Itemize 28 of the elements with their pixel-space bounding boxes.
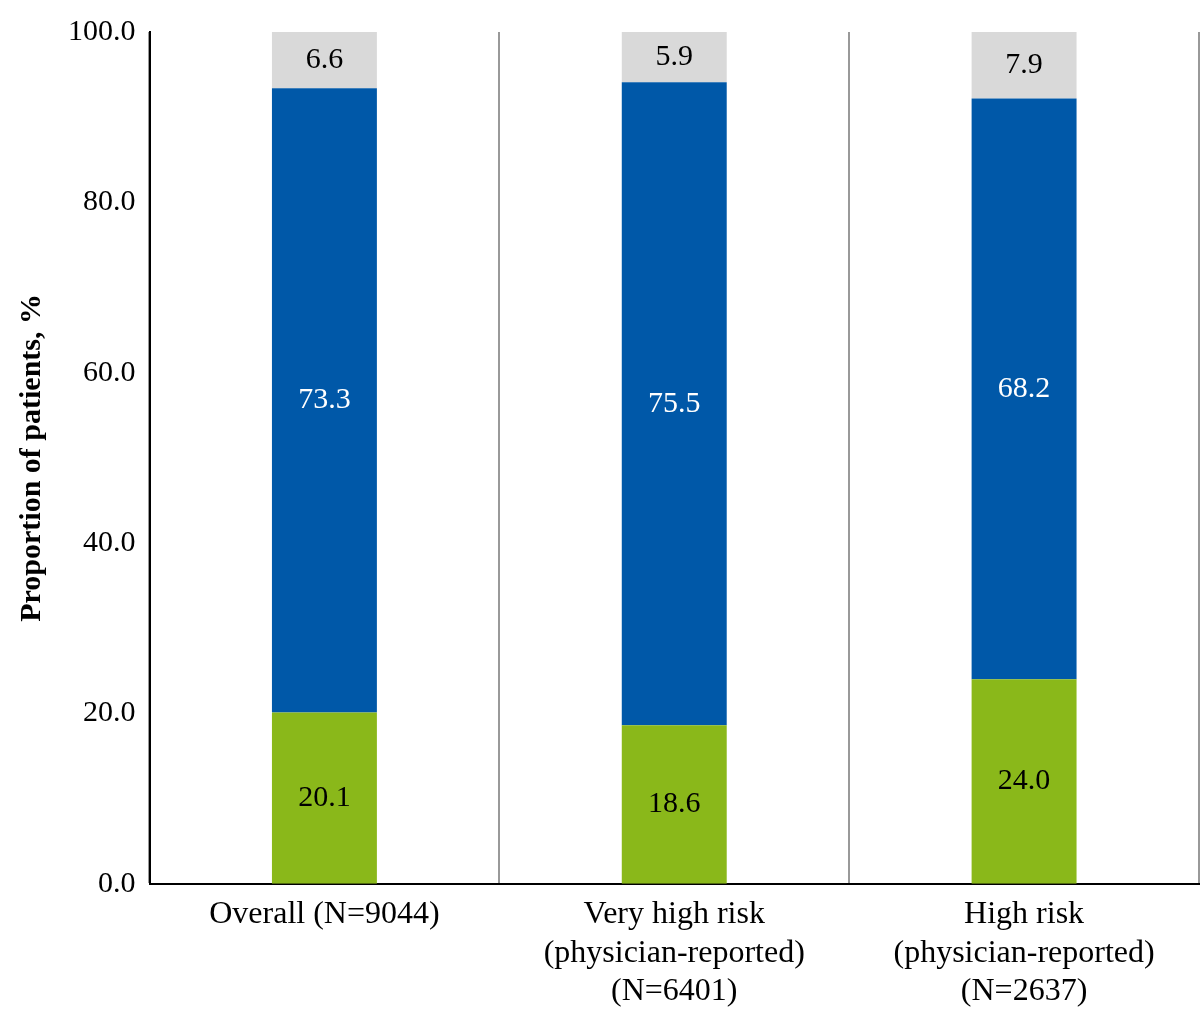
bar [971, 98, 1077, 680]
bar [621, 82, 727, 726]
y-tick-label: 40.0 [83, 523, 136, 557]
bar [621, 725, 727, 884]
data-label: 20.1 [298, 779, 351, 813]
x-tick-label: Very high risk (physician-reported) (N=6401) [543, 894, 805, 1008]
x-tick-label: High risk (physician-reported) (N=2637) [893, 894, 1155, 1008]
data-label: 24.0 [997, 762, 1051, 796]
data-label: 18.6 [648, 785, 701, 819]
data-label: 68.2 [997, 369, 1051, 403]
bar [271, 88, 377, 713]
data-label: 75.5 [648, 384, 701, 418]
data-label: 5.9 [655, 38, 693, 71]
data-label: 7.9 [1005, 45, 1043, 79]
bar [271, 32, 377, 89]
y-tick-label: 60.0 [83, 353, 136, 387]
bar [971, 679, 1077, 884]
data-label: 6.6 [305, 40, 344, 74]
x-tick-label: Overall (N=9044) [209, 894, 440, 931]
y-tick-label: 100.0 [68, 12, 136, 46]
y-tick-label: 20.0 [83, 694, 136, 728]
bar [971, 32, 1077, 99]
y-tick-label: 0.0 [98, 864, 136, 898]
data-label: 73.3 [298, 381, 351, 415]
bar [271, 712, 377, 884]
y-axis-title: Proportion of patients, % [12, 294, 46, 622]
bar [621, 32, 727, 83]
y-tick-label: 80.0 [83, 183, 136, 217]
